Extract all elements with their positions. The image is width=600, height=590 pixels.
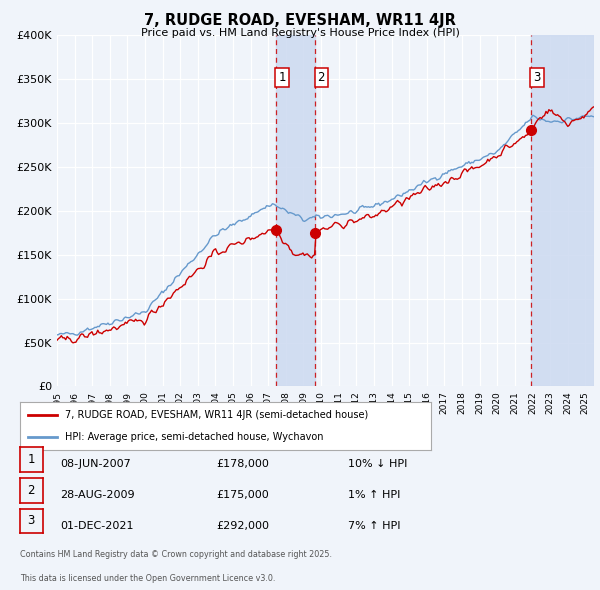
Text: 3: 3 [533, 71, 541, 84]
Text: 7, RUDGE ROAD, EVESHAM, WR11 4JR (semi-detached house): 7, RUDGE ROAD, EVESHAM, WR11 4JR (semi-d… [65, 410, 368, 420]
Bar [531, 35, 594, 386]
Text: 28-AUG-2009: 28-AUG-2009 [60, 490, 134, 500]
Text: 10% ↓ HPI: 10% ↓ HPI [348, 460, 407, 469]
Bar [276, 35, 315, 386]
Text: 7, RUDGE ROAD, EVESHAM, WR11 4JR: 7, RUDGE ROAD, EVESHAM, WR11 4JR [144, 13, 456, 28]
Text: 1% ↑ HPI: 1% ↑ HPI [348, 490, 400, 500]
Text: Contains HM Land Registry data © Crown copyright and database right 2025.: Contains HM Land Registry data © Crown c… [20, 550, 332, 559]
Text: Price paid vs. HM Land Registry's House Price Index (HPI): Price paid vs. HM Land Registry's House … [140, 28, 460, 38]
Text: £178,000: £178,000 [216, 460, 269, 469]
Text: 2: 2 [317, 71, 325, 84]
Text: 1: 1 [28, 453, 35, 466]
Text: 01-DEC-2021: 01-DEC-2021 [60, 521, 133, 530]
Text: HPI: Average price, semi-detached house, Wychavon: HPI: Average price, semi-detached house,… [65, 432, 323, 442]
Text: 3: 3 [28, 514, 35, 527]
Text: This data is licensed under the Open Government Licence v3.0.: This data is licensed under the Open Gov… [20, 574, 275, 583]
Text: 7% ↑ HPI: 7% ↑ HPI [348, 521, 401, 530]
Text: £292,000: £292,000 [216, 521, 269, 530]
Text: £175,000: £175,000 [216, 490, 269, 500]
Text: 1: 1 [278, 71, 286, 84]
Text: 08-JUN-2007: 08-JUN-2007 [60, 460, 131, 469]
Text: 2: 2 [28, 484, 35, 497]
